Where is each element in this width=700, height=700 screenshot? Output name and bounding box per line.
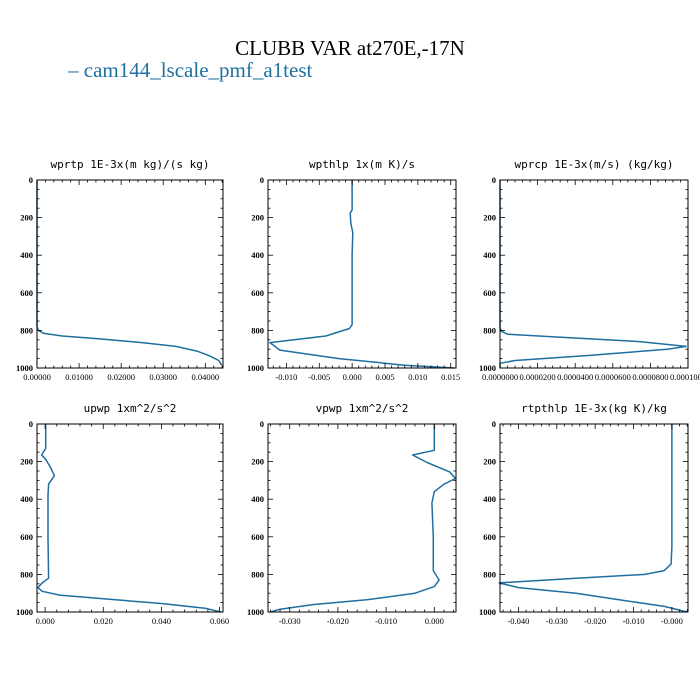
y-tick-label: 200 bbox=[20, 457, 33, 467]
panel-5: vpwp 1xm^2/s^2 0 200 400 600 800 1000 -0.030 -0.… bbox=[247, 402, 457, 626]
x-tick-label: 0.010 bbox=[408, 372, 427, 382]
x-tick-label: 0.04000 bbox=[192, 372, 220, 382]
y-tick-label: 800 bbox=[483, 569, 496, 579]
y-tick-label: 400 bbox=[251, 250, 264, 260]
y-tick-label: 600 bbox=[20, 532, 33, 542]
panel-1: wprtp 1E-3x(m kg)/(s kg) 0 200 400 600 800 100… bbox=[16, 158, 224, 382]
series-line bbox=[498, 424, 688, 613]
y-tick-label: 400 bbox=[483, 494, 496, 504]
x-tick-label: -0.010 bbox=[623, 616, 645, 626]
x-tick-label: 0.02000 bbox=[107, 372, 135, 382]
x-tick-label: 0.005 bbox=[375, 372, 394, 382]
y-tick-label: 800 bbox=[483, 325, 496, 335]
y-tick-label: 200 bbox=[483, 213, 496, 223]
y-tick-label: 800 bbox=[20, 325, 33, 335]
y-tick-label: 600 bbox=[483, 288, 496, 298]
x-tick-label: -0.000 bbox=[661, 616, 683, 626]
x-tick-label: 0.015 bbox=[441, 372, 460, 382]
x-tick-label: 0.0000000 bbox=[482, 372, 518, 382]
series-line bbox=[499, 180, 687, 368]
y-tick-label: 800 bbox=[20, 569, 33, 579]
y-tick-label: 200 bbox=[20, 213, 33, 223]
x-tick-label: -0.020 bbox=[327, 616, 349, 626]
y-tick-label: 600 bbox=[20, 288, 33, 298]
y-tick-label: 800 bbox=[251, 325, 264, 335]
y-tick-label: 0 bbox=[29, 175, 33, 185]
y-tick-label: 1000 bbox=[479, 363, 496, 373]
x-tick-label: 0.0001000 bbox=[670, 372, 700, 382]
panel-title: wprtp 1E-3x(m kg)/(s kg) bbox=[51, 158, 210, 171]
legend-entry: – cam144_lscale_pmf_a1test bbox=[68, 58, 312, 83]
panel-title: wpthlp 1x(m K)/s bbox=[309, 158, 415, 171]
y-tick-label: 400 bbox=[20, 494, 33, 504]
x-tick-label: -0.020 bbox=[584, 616, 606, 626]
panel-3: wprcp 1E-3x(m/s) (kg/kg) 0 200 400 600 800 100… bbox=[479, 158, 700, 382]
x-tick-label: 0.0000400 bbox=[557, 372, 593, 382]
x-tick-label: 0.040 bbox=[152, 616, 171, 626]
panel-title: rtpthlp 1E-3x(kg K)/kg bbox=[521, 402, 667, 415]
y-tick-label: 600 bbox=[483, 532, 496, 542]
y-tick-label: 0 bbox=[260, 175, 264, 185]
x-tick-label: 0.000 bbox=[425, 616, 444, 626]
x-tick-label: 0.000 bbox=[343, 372, 362, 382]
y-tick-label: 600 bbox=[251, 532, 264, 542]
panel-2: wpthlp 1x(m K)/s 0 200 400 600 800 1000 -0.010 -… bbox=[247, 158, 460, 382]
x-tick-label: 0.00000 bbox=[23, 372, 51, 382]
x-tick-label: 0.020 bbox=[94, 616, 113, 626]
y-tick-label: 1000 bbox=[479, 607, 496, 617]
series-line bbox=[37, 424, 222, 613]
y-tick-label: 400 bbox=[251, 494, 264, 504]
y-tick-label: 1000 bbox=[247, 363, 264, 373]
x-tick-label: 0.0000600 bbox=[595, 372, 631, 382]
x-tick-label: -0.010 bbox=[275, 372, 297, 382]
y-tick-label: 1000 bbox=[16, 363, 33, 373]
y-tick-label: 200 bbox=[251, 213, 264, 223]
panel-title: wprcp 1E-3x(m/s) (kg/kg) bbox=[515, 158, 674, 171]
x-tick-label: -0.030 bbox=[546, 616, 568, 626]
y-tick-label: 1000 bbox=[247, 607, 264, 617]
y-tick-label: 600 bbox=[251, 288, 264, 298]
legend-line-sample: – bbox=[68, 58, 84, 82]
y-tick-label: 400 bbox=[20, 250, 33, 260]
page-title: CLUBB VAR at270E,-17N bbox=[235, 36, 465, 60]
y-tick-label: 200 bbox=[483, 457, 496, 467]
axes-frame bbox=[36, 179, 224, 369]
x-tick-label: 0.0000200 bbox=[520, 372, 556, 382]
axes-frame bbox=[36, 423, 224, 613]
legend-label: cam144_lscale_pmf_a1test bbox=[83, 58, 313, 82]
x-tick-label: 0.060 bbox=[210, 616, 229, 626]
y-tick-label: 1000 bbox=[16, 607, 33, 617]
y-tick-label: 400 bbox=[483, 250, 496, 260]
y-tick-label: 200 bbox=[251, 457, 264, 467]
y-tick-label: 0 bbox=[29, 419, 33, 429]
x-tick-label: 0.03000 bbox=[149, 372, 177, 382]
x-tick-label: -0.040 bbox=[507, 616, 529, 626]
x-tick-label: 0.0000800 bbox=[632, 372, 668, 382]
series-line bbox=[36, 180, 223, 366]
y-tick-label: 800 bbox=[251, 569, 264, 579]
y-tick-label: 0 bbox=[492, 175, 496, 185]
panel-6: rtpthlp 1E-3x(kg K)/kg 0 200 400 600 800 1000 -… bbox=[479, 402, 689, 626]
y-tick-label: 0 bbox=[492, 419, 496, 429]
x-tick-label: -0.030 bbox=[279, 616, 301, 626]
x-tick-label: 0.000 bbox=[36, 616, 55, 626]
series-line bbox=[269, 180, 455, 369]
x-tick-label: 0.01000 bbox=[65, 372, 93, 382]
y-tick-label: 0 bbox=[260, 419, 264, 429]
axes-frame bbox=[499, 423, 689, 613]
panel-title: upwp 1xm^2/s^2 bbox=[84, 402, 177, 415]
x-tick-label: -0.010 bbox=[375, 616, 397, 626]
x-tick-label: -0.005 bbox=[308, 372, 330, 382]
series-line bbox=[270, 424, 457, 613]
panel-title: vpwp 1xm^2/s^2 bbox=[316, 402, 409, 415]
